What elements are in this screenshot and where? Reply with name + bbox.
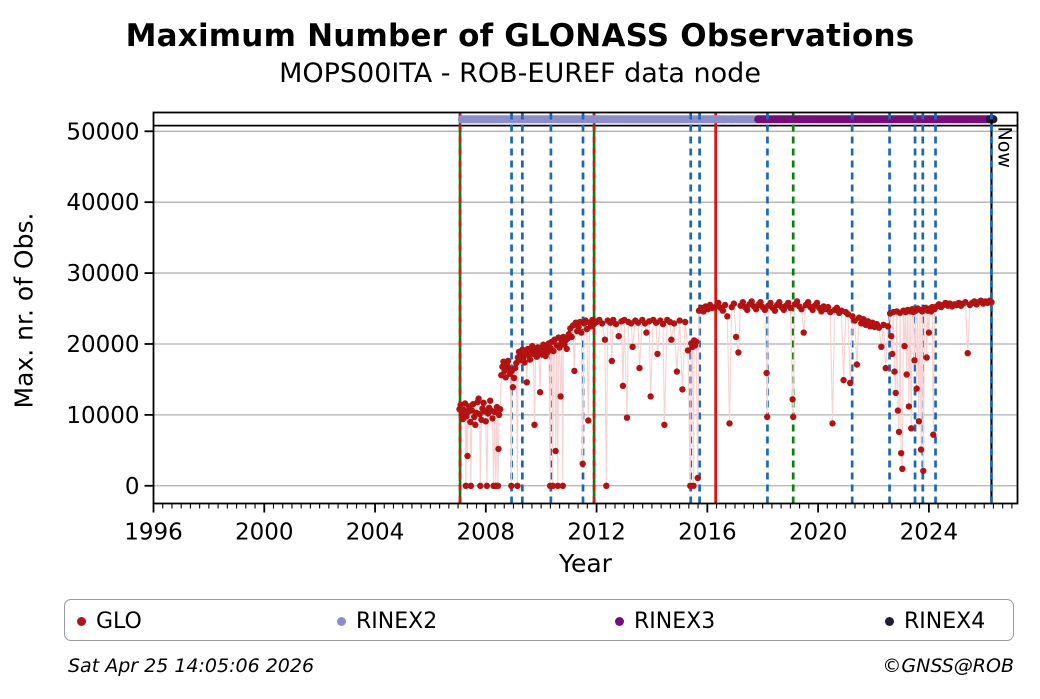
svg-text:1996: 1996 — [124, 520, 183, 546]
legend-item-rinex4: RINEX4 — [885, 600, 985, 642]
band-rinex3 — [754, 115, 998, 124]
svg-text:0: 0 — [125, 474, 140, 500]
timestamp-text: Sat Apr 25 14:05:06 2026 — [68, 655, 315, 677]
band-rinex2 — [732, 115, 762, 124]
svg-text:50000: 50000 — [66, 119, 139, 145]
legend-item-glo: GLO — [77, 600, 142, 642]
svg-text:2008: 2008 — [457, 520, 516, 546]
legend-label-rinex2: RINEX2 — [356, 608, 438, 634]
legend-box: GLO RINEX2 RINEX3 RINEX4 — [64, 599, 1014, 641]
x-axis-label: Year — [559, 549, 612, 578]
svg-text:30000: 30000 — [66, 261, 139, 287]
svg-text:2004: 2004 — [346, 520, 405, 546]
glo-series — [456, 297, 995, 489]
now-label: Now — [993, 127, 1015, 168]
plot-frame — [152, 111, 1019, 505]
legend-label-rinex4: RINEX4 — [904, 608, 986, 634]
rinex4-marker-icon — [885, 616, 894, 626]
page-subtitle: MOPS00ITA - ROB-EUREF data node — [279, 58, 761, 89]
svg-text:2016: 2016 — [678, 520, 737, 546]
credit-text: ©GNSS@ROB — [882, 655, 1014, 677]
svg-text:40000: 40000 — [66, 190, 139, 216]
glo-marker-icon — [77, 616, 86, 626]
svg-text:2020: 2020 — [789, 520, 848, 546]
legend-label-rinex3: RINEX3 — [634, 608, 716, 634]
band-rinex2 — [457, 115, 731, 124]
svg-text:2012: 2012 — [567, 520, 626, 546]
rinex3-marker-icon — [615, 616, 624, 626]
svg-text:20000: 20000 — [66, 332, 139, 358]
page-title: Maximum Number of GLONASS Observations — [125, 18, 915, 54]
legend-item-rinex2: RINEX2 — [337, 600, 437, 642]
rinex-version-bands — [457, 115, 998, 124]
now-annotation: Now — [993, 127, 1015, 168]
svg-text:2024: 2024 — [900, 520, 959, 546]
svg-text:2000: 2000 — [235, 520, 294, 546]
legend-item-rinex3: RINEX3 — [615, 600, 715, 642]
svg-text:10000: 10000 — [66, 403, 139, 429]
legend-label-glo: GLO — [96, 608, 142, 634]
grid-lines — [153, 130, 1018, 487]
rinex2-marker-icon — [337, 616, 346, 626]
tick-labels: 0 10000 20000 30000 40000 50000 1996 2000 2004 20… — [66, 119, 958, 545]
